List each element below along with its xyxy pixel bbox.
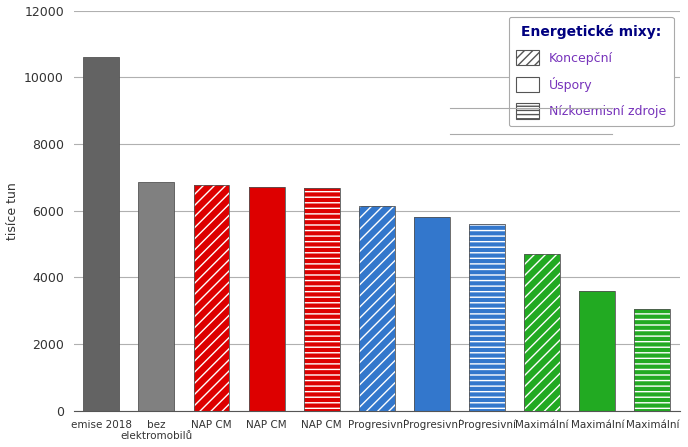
- Bar: [193, 185, 229, 411]
- Bar: [304, 188, 340, 411]
- Bar: [579, 291, 615, 411]
- Bar: [248, 187, 285, 411]
- Legend: Koncepční, Úspory, Nízkoemisní zdroje: Koncepční, Úspory, Nízkoemisní zdroje: [509, 17, 674, 126]
- Bar: [248, 187, 285, 411]
- Bar: [579, 291, 615, 411]
- Bar: [414, 217, 450, 411]
- Bar: [359, 206, 395, 411]
- Bar: [469, 224, 505, 411]
- Bar: [83, 57, 119, 411]
- Bar: [524, 254, 560, 411]
- Y-axis label: tisíce tun: tisíce tun: [6, 182, 19, 240]
- Bar: [634, 309, 670, 411]
- Bar: [469, 224, 505, 411]
- Bar: [359, 206, 395, 411]
- Bar: [634, 309, 670, 411]
- Bar: [193, 185, 229, 411]
- Bar: [579, 291, 615, 411]
- Bar: [414, 217, 450, 411]
- Bar: [524, 254, 560, 411]
- Bar: [414, 217, 450, 411]
- Bar: [304, 188, 340, 411]
- Bar: [304, 188, 340, 411]
- Bar: [193, 185, 229, 411]
- Bar: [524, 254, 560, 411]
- Bar: [359, 206, 395, 411]
- Bar: [138, 182, 174, 411]
- Bar: [248, 187, 285, 411]
- Bar: [469, 224, 505, 411]
- Bar: [634, 309, 670, 411]
